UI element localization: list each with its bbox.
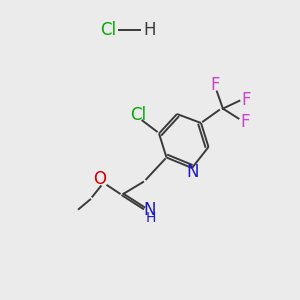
Text: N: N	[187, 163, 199, 181]
Text: Cl: Cl	[130, 106, 147, 124]
Text: N: N	[143, 201, 156, 219]
Text: H: H	[146, 212, 156, 225]
Text: O: O	[93, 170, 106, 188]
Text: F: F	[241, 91, 251, 109]
Text: F: F	[211, 76, 220, 94]
Text: F: F	[240, 113, 250, 131]
Text: Cl: Cl	[100, 21, 116, 39]
Text: H: H	[144, 21, 156, 39]
